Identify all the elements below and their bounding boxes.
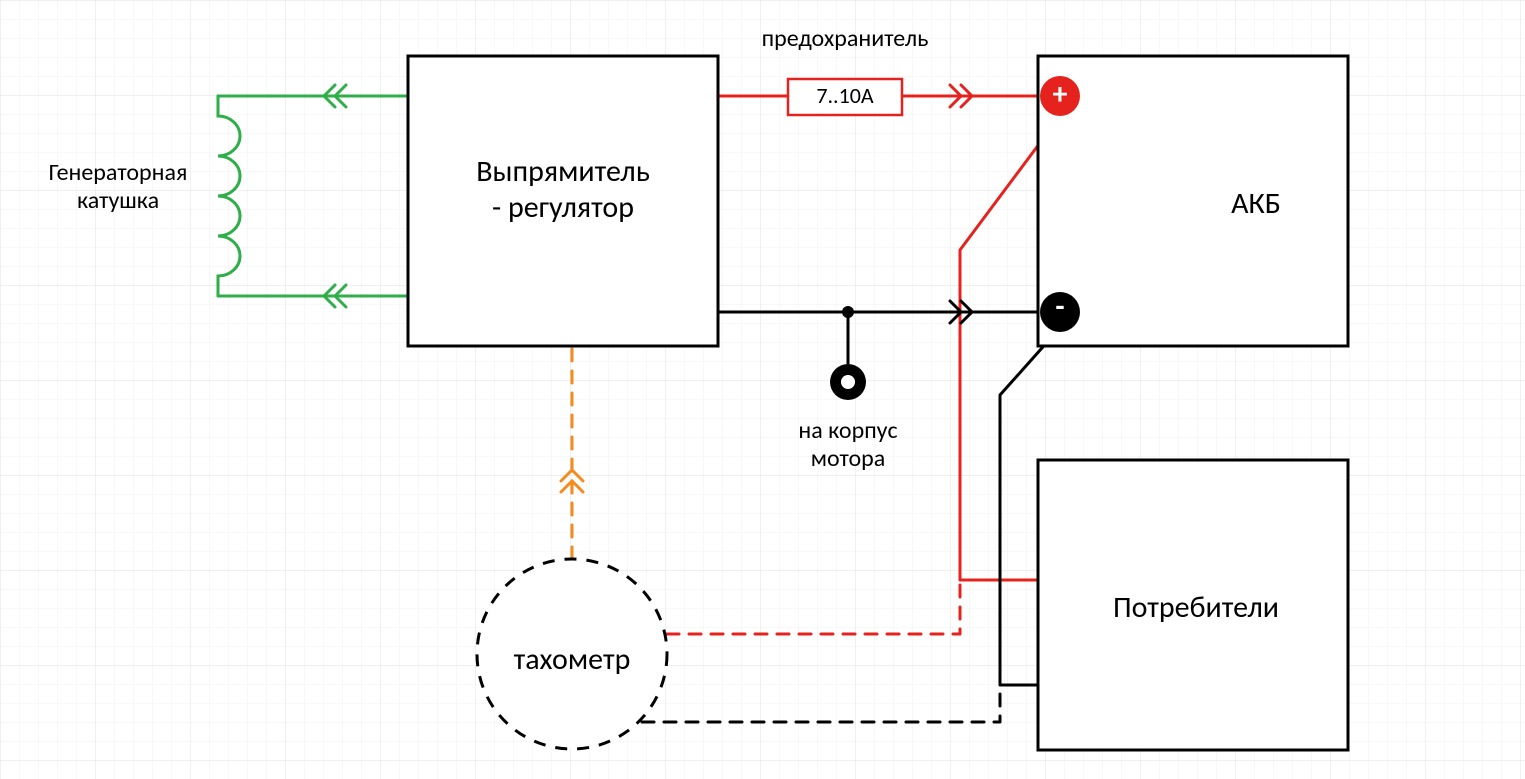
rectifier-box: Выпрямитель- регулятор: [408, 56, 718, 346]
svg-text:-: -: [1055, 288, 1064, 325]
svg-text:7..10A: 7..10A: [816, 82, 874, 109]
tachometer: тахометр: [477, 559, 667, 749]
battery-terminal-plus: +: [1040, 76, 1080, 116]
rectifier-box-label: Выпрямитель- регулятор: [476, 153, 650, 226]
ground-caption: на корпусмотора: [798, 416, 897, 473]
battery-box: АКБ: [1038, 56, 1348, 346]
consumers-box-label: Потребители: [1113, 589, 1279, 626]
battery-box-label: АКБ: [1231, 185, 1281, 222]
fuse: 7..10A: [788, 79, 902, 115]
consumers-box: Потребители: [1038, 460, 1348, 750]
tachometer-label: тахометр: [514, 641, 631, 678]
svg-text:+: +: [1053, 76, 1068, 113]
fuse-caption: предохранитель: [762, 24, 929, 53]
